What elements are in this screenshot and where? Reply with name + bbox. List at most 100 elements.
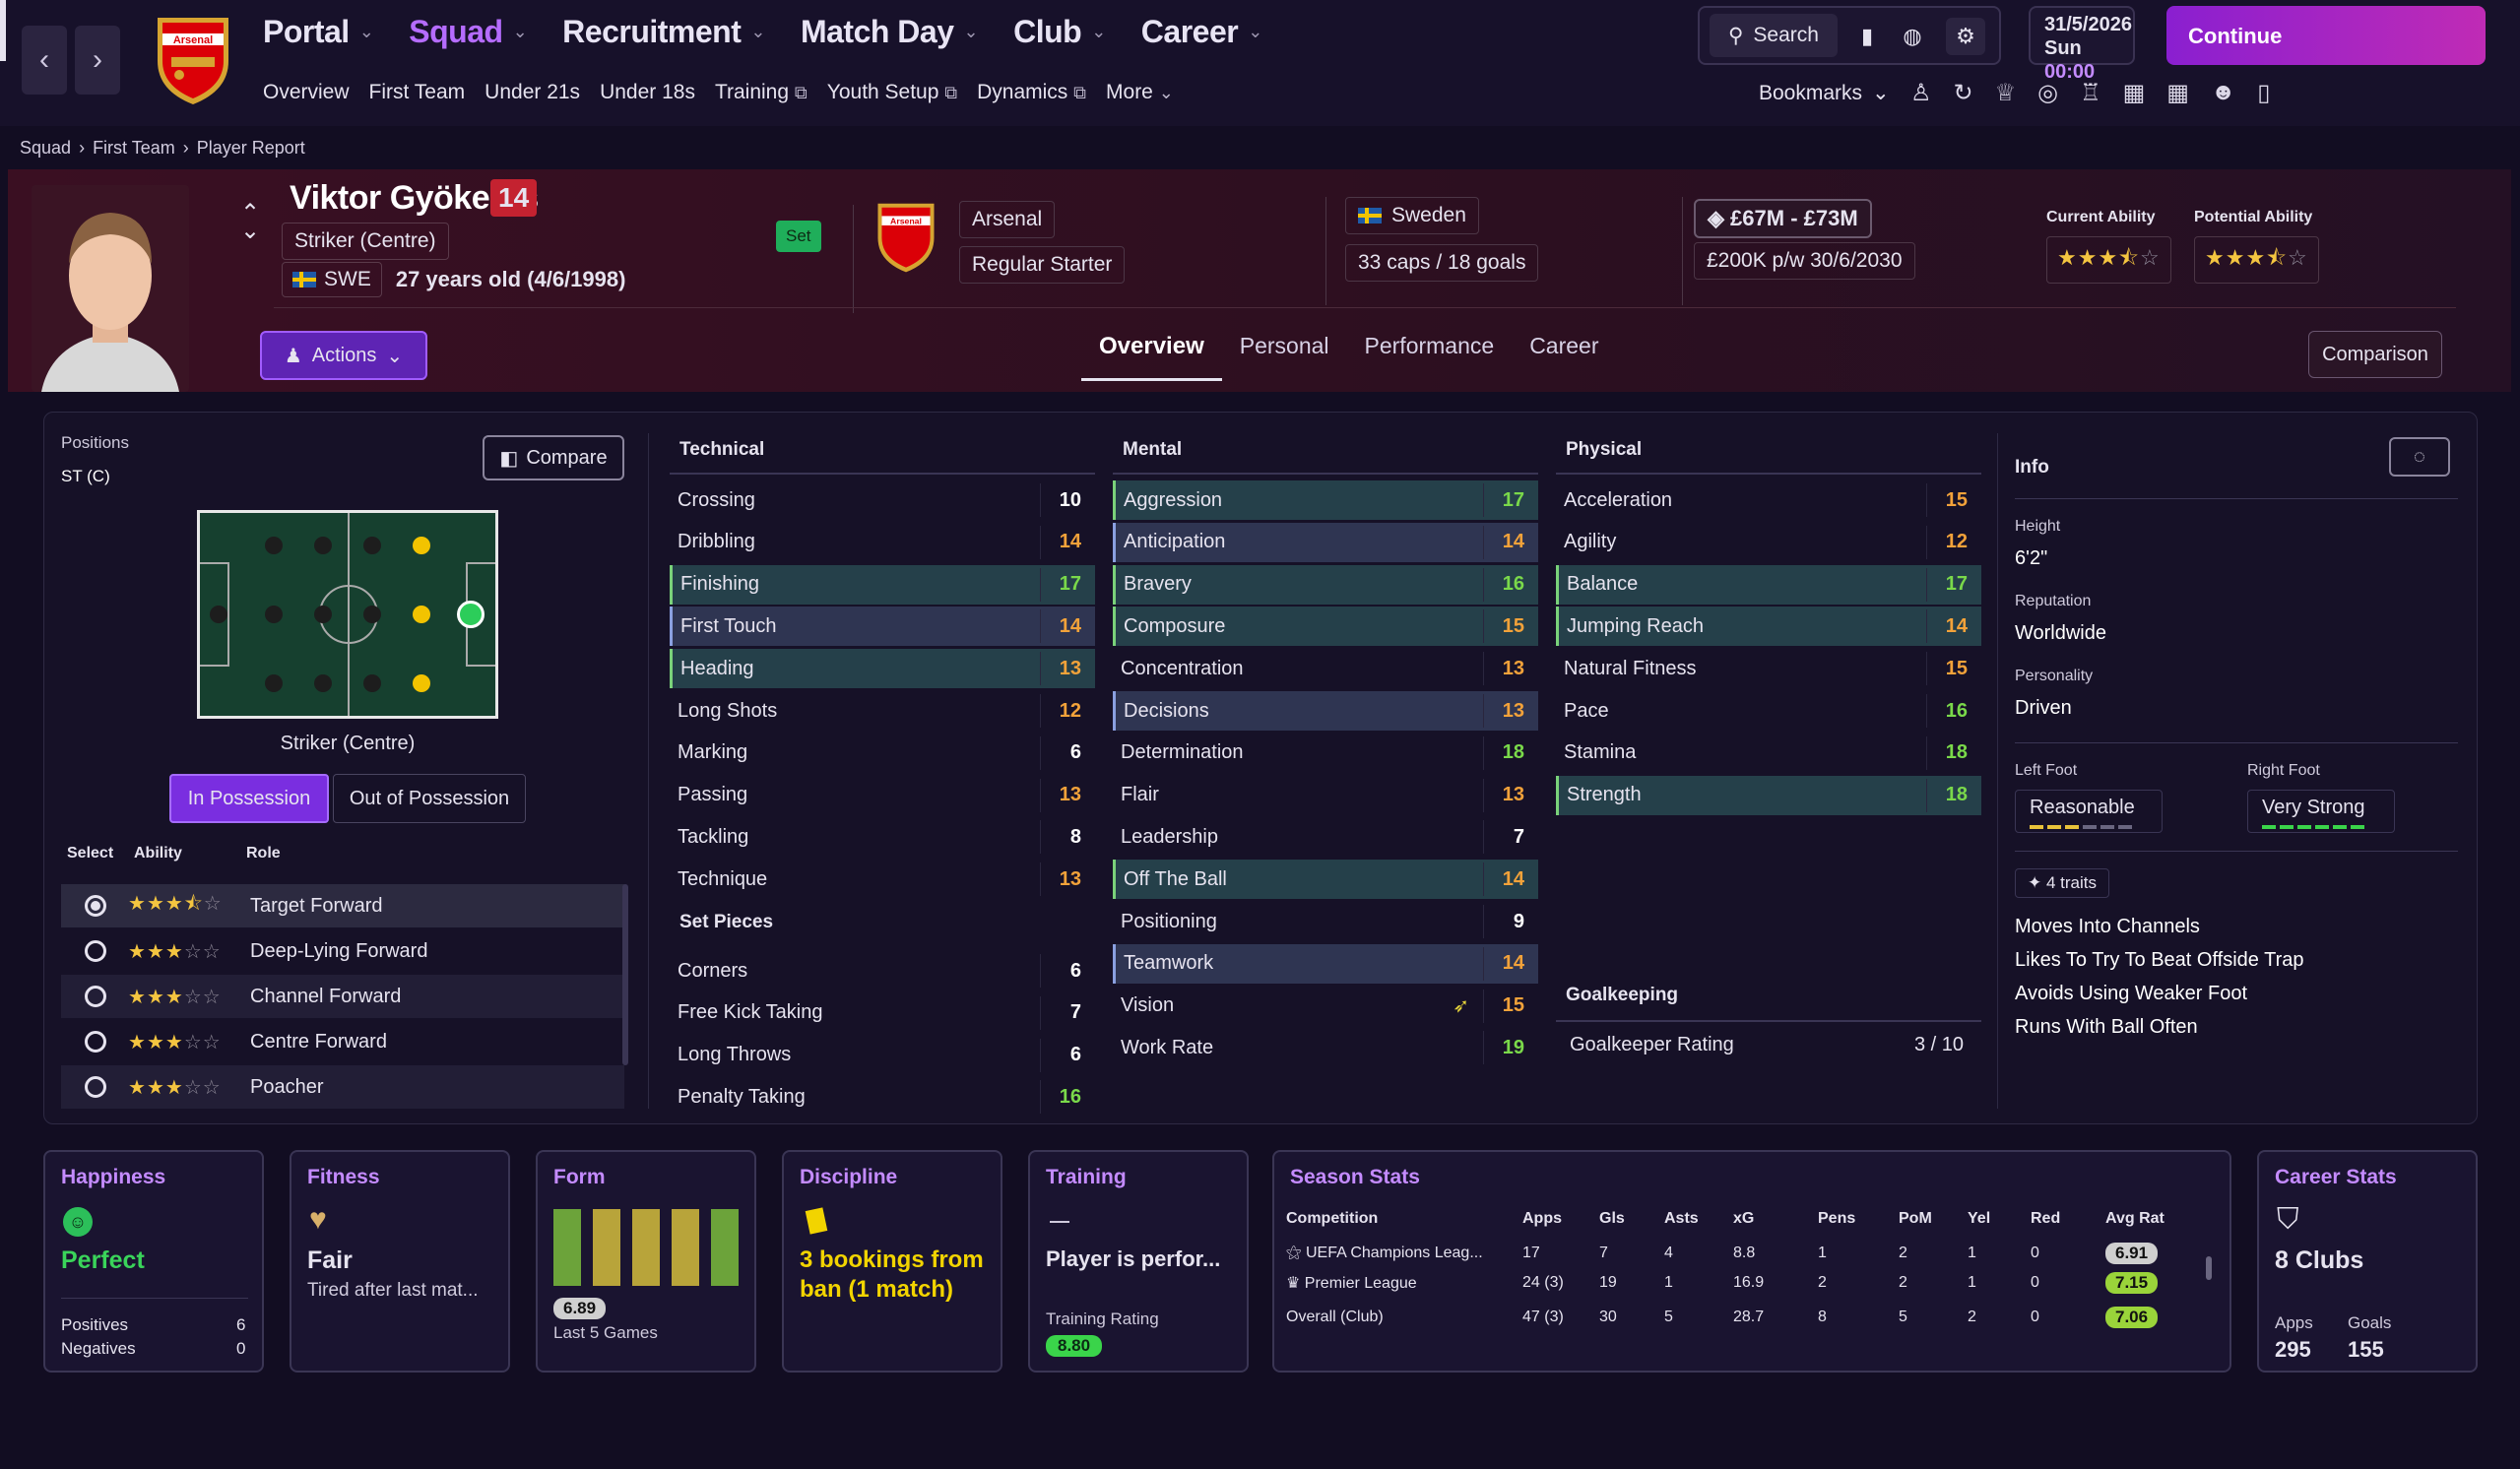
subnav-first-team[interactable]: First Team (368, 81, 466, 103)
bookmarks-button[interactable]: Bookmarks ⌄ (1759, 81, 1890, 105)
out-of-possession-tab[interactable]: Out of Possession (333, 774, 526, 823)
club-name[interactable]: Arsenal (959, 201, 1056, 238)
attribute-row[interactable]: Off The Ball 14 (1113, 860, 1538, 900)
attribute-row[interactable]: Anticipation 14 (1113, 522, 1538, 562)
happiness-card[interactable]: Happiness ☺ Perfect Positives 6 Negative… (43, 1150, 264, 1373)
shirt-icon[interactable]: ♖ (2080, 80, 2101, 106)
season-stats-scrollbar[interactable] (2206, 1256, 2212, 1280)
attribute-row[interactable]: Stamina 18 (1556, 734, 1981, 773)
attribute-row[interactable]: Positioning 9 (1113, 902, 1538, 941)
attribute-row[interactable]: Long Throws 6 (670, 1036, 1095, 1075)
subnav-dynamics[interactable]: Dynamics ⧉ (977, 81, 1086, 104)
tab-personal[interactable]: Personal (1239, 333, 1329, 358)
attribute-row[interactable]: Dribbling 14 (670, 523, 1095, 562)
fitness-card[interactable]: Fitness ♥ Fair Tired after last mat... (290, 1150, 510, 1373)
trophy-icon[interactable]: ♕ (1994, 80, 2017, 106)
settings-icon[interactable]: ⚙ (1946, 18, 1985, 55)
in-possession-tab[interactable]: In Possession (169, 774, 329, 823)
actions-button[interactable]: ♟ Actions ⌄ (260, 331, 427, 380)
subnav-under-18s[interactable]: Under 18s (600, 81, 695, 103)
attribute-row[interactable]: Composure 15 (1113, 607, 1538, 647)
attribute-row[interactable]: Marking 6 (670, 734, 1095, 773)
table-row[interactable]: ♛ Premier League 24 (3) 19 1 16.9 2 2 1 0 7.15 (1286, 1268, 2194, 1298)
attribute-row[interactable]: Technique 13 (670, 860, 1095, 899)
attribute-row[interactable]: Vision ➶ 15 (1113, 987, 1538, 1026)
role-radio[interactable] (85, 986, 106, 1007)
date-display[interactable]: 31/5/2026 Sun 00:00 (2029, 6, 2135, 83)
role-radio[interactable] (85, 940, 106, 962)
report-icon[interactable]: ▯ (2257, 80, 2271, 106)
attribute-row[interactable]: Teamwork 14 (1113, 943, 1538, 984)
role-row[interactable]: ★★★⯪☆ Target Forward (61, 884, 624, 927)
role-radio[interactable] (85, 1076, 106, 1098)
crumb-first-team[interactable]: First Team (93, 138, 175, 158)
attribute-row[interactable]: Determination 18 (1113, 734, 1538, 773)
attribute-row[interactable]: Jumping Reach 14 (1556, 607, 1981, 647)
attribute-row[interactable]: Free Kick Taking 7 (670, 993, 1095, 1033)
attribute-row[interactable]: Passing 13 (670, 776, 1095, 815)
schedule-icon[interactable]: ▦ (2166, 80, 2189, 106)
attribute-row[interactable]: Heading 13 (670, 649, 1095, 689)
tab-performance[interactable]: Performance (1364, 333, 1495, 358)
back-button[interactable]: ‹ (22, 26, 67, 95)
player-settings-icon[interactable]: ◌ (2389, 437, 2450, 477)
role-list-scrollbar[interactable] (622, 884, 628, 1065)
attribute-row[interactable]: Tackling 8 (670, 817, 1095, 857)
attribute-row[interactable]: Long Shots 12 (670, 691, 1095, 731)
role-radio[interactable] (85, 895, 106, 917)
training-card[interactable]: Training Player is perfor... Training Ra… (1028, 1150, 1249, 1373)
continue-button[interactable]: Continue (2166, 6, 2486, 65)
comparison-button[interactable]: Comparison (2308, 331, 2442, 378)
attribute-row[interactable]: Work Rate 19 (1113, 1028, 1538, 1067)
scout-icon[interactable]: ☻ (2210, 79, 2236, 105)
attribute-row[interactable]: First Touch 14 (670, 607, 1095, 647)
subnav-training[interactable]: Training ⧉ (715, 81, 808, 104)
nav-recruitment[interactable]: Recruitment ⌄ (562, 14, 765, 49)
refresh-icon[interactable]: ↻ (1953, 80, 1973, 106)
attribute-row[interactable]: Penalty Taking 16 (670, 1077, 1095, 1117)
role-row[interactable]: ★★★☆☆ Centre Forward (61, 1020, 624, 1063)
attribute-row[interactable]: Concentration 13 (1113, 649, 1538, 688)
crumb-squad[interactable]: Squad (20, 138, 72, 158)
previous-player-icon[interactable]: ⌃ (240, 200, 261, 226)
subnav-under-21s[interactable]: Under 21s (485, 81, 581, 103)
table-row[interactable]: Overall (Club) 47 (3) 30 5 28.7 8 5 2 0 7.06 (1286, 1298, 2194, 1337)
compare-button[interactable]: ◧ Compare (483, 435, 624, 480)
next-player-icon[interactable]: ⌄ (240, 218, 261, 244)
attribute-row[interactable]: Aggression 17 (1113, 480, 1538, 520)
attribute-row[interactable]: Pace 16 (1556, 691, 1981, 731)
nav-portal[interactable]: Portal ⌄ (263, 14, 374, 49)
role-row[interactable]: ★★★☆☆ Deep-Lying Forward (61, 929, 624, 973)
attribute-row[interactable]: Acceleration 15 (1556, 480, 1981, 520)
attribute-row[interactable]: Crossing 10 (670, 480, 1095, 520)
target-icon[interactable]: ◎ (2037, 80, 2059, 106)
attribute-row[interactable]: Flair 13 (1113, 776, 1538, 815)
attribute-row[interactable]: Leadership 7 (1113, 817, 1538, 857)
calendar-icon[interactable]: ▦ (2122, 80, 2146, 106)
attribute-row[interactable]: Strength 18 (1556, 775, 1981, 815)
nav-squad[interactable]: Squad ⌄ (409, 14, 528, 49)
career-stats-card[interactable]: Career Stats ⛉ 8 Clubs Apps Goals 295 15… (2257, 1150, 2478, 1373)
tab-career[interactable]: Career (1529, 333, 1599, 358)
table-row[interactable]: ⚝ UEFA Champions Leag... 17 7 4 8.8 1 2 1 0 6.91 (1286, 1239, 2194, 1268)
attribute-row[interactable]: Corners 6 (670, 951, 1095, 990)
nav-match-day[interactable]: Match Day ⌄ (800, 14, 979, 49)
club-crest-icon[interactable]: Arsenal (154, 12, 232, 106)
attribute-row[interactable]: Decisions 13 (1113, 691, 1538, 731)
nation-box[interactable]: Sweden (1345, 197, 1479, 234)
forward-button[interactable]: › (75, 26, 120, 95)
subnav-overview[interactable]: Overview (263, 81, 350, 103)
attribute-row[interactable]: Finishing 17 (670, 564, 1095, 605)
season-stats-card[interactable]: Season Stats (1272, 1150, 2231, 1373)
attribute-row[interactable]: Balance 17 (1556, 564, 1981, 605)
nav-career[interactable]: Career ⌄ (1140, 14, 1262, 49)
inbox-icon[interactable]: ▮ (1860, 24, 1874, 48)
attribute-row[interactable]: Natural Fitness 15 (1556, 649, 1981, 688)
subnav-more[interactable]: More ⌄ (1106, 81, 1174, 104)
transfer-value[interactable]: ◈ £67M - £73M (1694, 199, 1872, 238)
form-card[interactable]: Form 6.89 Last 5 Games (536, 1150, 756, 1373)
attribute-row[interactable]: Bravery 16 (1113, 564, 1538, 605)
subnav-youth-setup[interactable]: Youth Setup ⧉ (827, 81, 957, 104)
role-row[interactable]: ★★★☆☆ Poacher (61, 1065, 624, 1109)
attribute-row[interactable]: Agility 12 (1556, 523, 1981, 562)
